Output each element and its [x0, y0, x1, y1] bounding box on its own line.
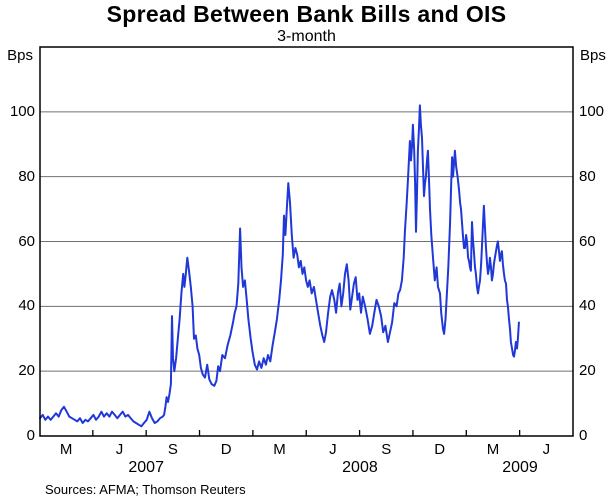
- y-tick-label-right-40: 40: [579, 297, 596, 315]
- y-tick-label-right-100: 100: [579, 102, 605, 120]
- x-tick-label-6-S: S: [381, 441, 392, 458]
- y-tick-label-left-20: 20: [18, 362, 35, 380]
- spread-line: [39, 104, 520, 428]
- page-title: Spread Between Bank Bills and OIS: [106, 1, 507, 27]
- x-tick-label-3-D: D: [220, 441, 232, 458]
- x-tick-label-5-J: J: [329, 441, 337, 458]
- x-tick-label-2-S: S: [167, 441, 178, 458]
- source-note: Sources: AFMA; Thomson Reuters: [45, 482, 246, 497]
- y-tick-label-right-20: 20: [579, 362, 596, 380]
- x-tick-label-4-M: M: [273, 441, 286, 458]
- y-tick-label-right-0: 0: [579, 427, 588, 444]
- y-tick-label-left-0: 0: [26, 427, 35, 444]
- x-tick-label-8-M: M: [486, 441, 500, 458]
- chart-frame: [39, 46, 574, 437]
- x-tick-label-1-J: J: [115, 441, 124, 458]
- y-tick-label-left-100: 100: [9, 102, 35, 120]
- y-tick-label-left-80: 80: [18, 167, 35, 185]
- chart-subtitle: 3-month: [277, 28, 336, 45]
- year-label-2008: 2008: [342, 459, 378, 476]
- year-label-2007: 2007: [128, 459, 164, 476]
- x-tick-label-7-D: D: [434, 441, 446, 458]
- y-axis-unit-label-left: Bps: [7, 47, 33, 64]
- year-label-2009: 2009: [502, 459, 538, 476]
- y-tick-label-left-60: 60: [18, 232, 35, 250]
- y-tick-label-left-40: 40: [18, 297, 35, 315]
- x-tick-label-9-J: J: [542, 441, 551, 458]
- x-tick-label-0-M: M: [59, 441, 73, 458]
- y-tick-label-right-60: 60: [579, 232, 596, 250]
- y-axis-unit-label-right: Bps: [580, 47, 606, 64]
- y-tick-label-right-80: 80: [579, 167, 596, 185]
